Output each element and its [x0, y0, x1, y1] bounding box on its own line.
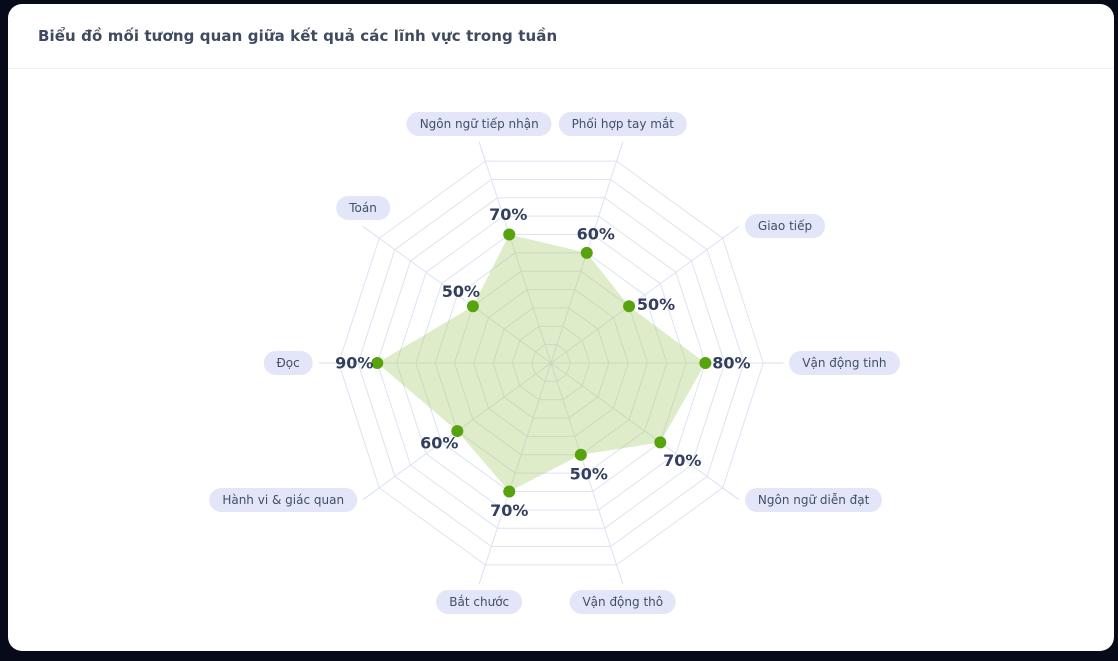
axis-spoke: [484, 362, 552, 566]
axis-label-connector: [478, 141, 486, 162]
data-point[interactable]: [371, 357, 384, 369]
chart-title: Biểu đồ mối tương quan giữa kết quả các …: [38, 27, 558, 45]
value-label: 60%: [577, 224, 615, 243]
axis-label-connector: [616, 141, 624, 162]
axis-label-connector: [722, 487, 740, 500]
data-point[interactable]: [466, 300, 479, 313]
axis-label: Phối hợp tay mắt: [558, 112, 687, 137]
axis-label: Hành vi & giác quan: [209, 487, 358, 512]
data-point[interactable]: [503, 485, 516, 498]
axis-label: Ngôn ngữ tiếp nhận: [406, 112, 552, 137]
data-point[interactable]: [503, 228, 516, 241]
axis-label: Toán: [336, 196, 390, 221]
value-label: 70%: [490, 501, 528, 520]
axis-label-connector: [722, 226, 740, 239]
axis-spoke: [550, 160, 618, 364]
value-label: 70%: [663, 451, 701, 470]
chart-card: Biểu đồ mối tương quan giữa kết quả các …: [8, 4, 1114, 651]
axis-spoke: [378, 362, 552, 489]
axis-label: Vận động tinh: [789, 351, 900, 375]
value-label: 90%: [335, 354, 373, 373]
value-label: 70%: [489, 205, 527, 224]
data-point[interactable]: [451, 425, 464, 438]
data-point[interactable]: [580, 246, 593, 259]
value-label: 60%: [420, 434, 458, 453]
axis-label: Giao tiếp: [744, 214, 826, 239]
value-label: 50%: [637, 295, 675, 314]
data-point[interactable]: [574, 448, 587, 461]
axis-label-connector: [478, 564, 486, 585]
axis-spoke: [550, 362, 618, 566]
axis-label: Đọc: [263, 351, 313, 375]
axis-label-connector: [362, 226, 380, 239]
axis-label-connector: [616, 564, 624, 585]
axis-label: Ngôn ngữ diễn đạt: [744, 487, 883, 512]
data-point[interactable]: [654, 436, 667, 449]
value-label: 50%: [570, 464, 608, 483]
axis-label: Bắt chước: [436, 589, 523, 614]
axis-spoke: [378, 237, 552, 364]
card-header: Biểu đồ mối tương quan giữa kết quả các …: [8, 4, 1114, 69]
radar-chart-area: 80% 50% 60% 70% 50% 90% 60% 70% 50% 70% Vận động …: [8, 4, 1114, 651]
radar-chart: 80% 50% 60% 70% 50% 90% 60% 70% 50% 70%: [318, 141, 784, 585]
value-label: 80%: [712, 354, 750, 373]
axis-spoke: [550, 362, 724, 489]
axis-label: Vận động thô: [569, 589, 677, 614]
value-label: 50%: [442, 282, 480, 301]
axis-spoke: [484, 160, 552, 364]
axis-label-connector: [362, 487, 380, 500]
data-point[interactable]: [623, 300, 636, 313]
data-point[interactable]: [699, 357, 712, 369]
axis-spoke: [550, 237, 724, 364]
